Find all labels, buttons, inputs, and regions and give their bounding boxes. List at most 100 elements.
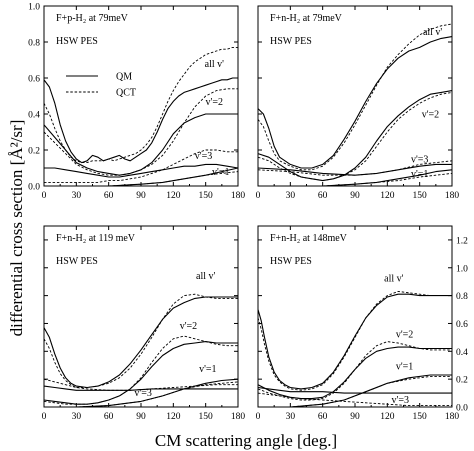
curve-label-v-1: v'=1: [396, 361, 413, 372]
panel-title: F+n-H₂ at 148meV: [270, 233, 348, 244]
series-v-3-qm-line: [257, 386, 452, 394]
y-tick-label: 0.6: [456, 320, 468, 330]
y-tick-label: 0.8: [28, 39, 40, 49]
series-v-2-qct-line: [43, 88, 238, 176]
series-v-2-qct-line: [257, 91, 453, 182]
curve-label-all-v: all v': [384, 274, 403, 285]
legend-label-qm: QM: [116, 72, 132, 83]
curve-label-all-v: all v': [196, 271, 215, 282]
panel-top-right: 0 30 60 90 120 150 180 F+n-H₂ at 79meV HSW PES al…: [256, 5, 460, 201]
curve-label-v-2: v'=2: [206, 97, 223, 108]
series-all-v-qct-line: [257, 23, 453, 171]
x-tick-label: 150: [199, 191, 214, 201]
panel-title: F+n-H₂ at 79meV: [270, 13, 343, 24]
series-v-2-qm-line: [257, 90, 453, 182]
y-tick-label: 1.2: [456, 236, 468, 246]
y-tick-label: 0.4: [28, 111, 40, 121]
x-tick-label: 150: [413, 191, 428, 201]
series-v-3-qct-line: [44, 149, 238, 183]
curve-label-all-v: all v': [423, 27, 442, 38]
legend-label-qct: QCT: [116, 88, 136, 99]
x-tick-label: 0: [256, 191, 261, 201]
series-all-v-qct-line: [257, 290, 452, 391]
curve-label-v-1: v'=1: [212, 167, 229, 178]
panel-subtitle: HSW PES: [270, 256, 312, 267]
series-v-2-qm-line: [43, 113, 238, 176]
panel-subtitle: HSW PES: [56, 256, 98, 267]
x-tick-label: 120: [166, 412, 181, 422]
x-tick-label: 90: [136, 412, 146, 422]
curve-label-v-2: v'=2: [422, 110, 439, 121]
x-tick-label: 0: [42, 191, 47, 201]
y-tick-label: 0.0: [456, 404, 468, 414]
x-axis-title: CM scattering angle [deg.]: [155, 431, 337, 450]
series-all-v-qm-line: [43, 296, 238, 389]
series-v-3-qct-line: [43, 378, 238, 391]
panel-title: F+n-H₂ at 119 meV: [56, 233, 136, 244]
y-tick-label: 0.0: [28, 183, 40, 193]
plot-frame: [257, 225, 453, 408]
panel-title: F+p-H₂ at 79meV: [56, 13, 129, 24]
curve-label-v-1: v'=1: [199, 364, 216, 375]
curve-label-all-v: all v': [205, 59, 224, 70]
chart-panels: 0 30 60 90 120 150 1800.00.20.40.60.81.0F+p-H₂…: [28, 3, 468, 423]
curve-label-v-2: v'=2: [396, 329, 413, 340]
y-tick-label: 1.0: [28, 3, 40, 13]
series-v-3-qct-line: [257, 392, 452, 407]
x-tick-label: 120: [380, 191, 395, 201]
curve-label-v-1: v'=1: [411, 169, 428, 180]
x-tick-label: 180: [231, 412, 246, 422]
series-v-1-qct-line: [258, 375, 452, 408]
curve-label-v-3: v'=3: [195, 151, 212, 162]
y-tick-label: 0.2: [28, 147, 40, 157]
series-v-1-qct-line: [44, 381, 239, 408]
x-tick-label: 150: [413, 412, 428, 422]
y-tick-label: 1.0: [456, 264, 468, 274]
x-tick-label: 90: [350, 191, 360, 201]
x-tick-label: 30: [286, 412, 296, 422]
series-all-v-qm-line: [257, 293, 452, 390]
x-tick-label: 30: [72, 191, 82, 201]
series-v-3-qct-line: [257, 160, 453, 176]
series-v-3-qm-line: [43, 385, 238, 391]
x-tick-label: 0: [42, 412, 47, 422]
panel-subtitle: HSW PES: [270, 36, 312, 47]
curve-label-v-3: v'=3: [392, 395, 409, 406]
y-axis-title: differential cross section [Å²/sr]: [7, 120, 26, 337]
x-tick-label: 150: [199, 412, 214, 422]
y-tick-label: 0.2: [456, 376, 468, 386]
series-v-3-qm-line: [44, 163, 239, 178]
x-tick-label: 60: [318, 412, 328, 422]
y-tick-label: 0.4: [456, 348, 468, 358]
x-tick-label: 180: [231, 191, 246, 201]
y-tick-label: 0.6: [28, 75, 40, 85]
series-all-v-qct-line: [43, 46, 238, 164]
panel-top-left: 0 30 60 90 120 150 180 0.0 0.2 0.4 0.6 0.8 1.0 F+p-H₂…: [28, 3, 245, 202]
x-tick-label: 30: [286, 191, 296, 201]
series-all-v-qct-line: [43, 293, 238, 388]
series-v-1-qct-line: [44, 171, 239, 187]
x-tick-label: 60: [104, 191, 114, 201]
series-v-2-qct-line: [43, 335, 238, 405]
x-tick-label: 60: [104, 412, 114, 422]
series-v-3-qm-line: [257, 163, 452, 176]
panel-bottom-left: 0 30 60 90 120 150 180 F+n-H₂ at 119 meV HSW PES…: [42, 225, 246, 422]
x-tick-label: 120: [166, 191, 181, 201]
series-v-1-qct-line: [258, 172, 453, 187]
x-tick-label: 0: [256, 412, 261, 422]
x-tick-label: 180: [445, 412, 460, 422]
curve-label-v-3: v'=3: [411, 155, 428, 166]
x-tick-label: 30: [72, 412, 82, 422]
y-tick-label: 0.8: [456, 292, 468, 302]
curve-label-v-3: v'=3: [134, 388, 151, 399]
x-tick-label: 180: [445, 191, 460, 201]
x-tick-label: 120: [380, 412, 395, 422]
series-all-v-qm-line: [43, 77, 238, 164]
curve-label-v-2: v'=2: [180, 321, 197, 332]
panel-subtitle: HSW PES: [56, 36, 98, 47]
x-tick-label: 60: [318, 191, 328, 201]
series-all-v-qm-line: [257, 36, 453, 169]
x-tick-label: 90: [136, 191, 146, 201]
